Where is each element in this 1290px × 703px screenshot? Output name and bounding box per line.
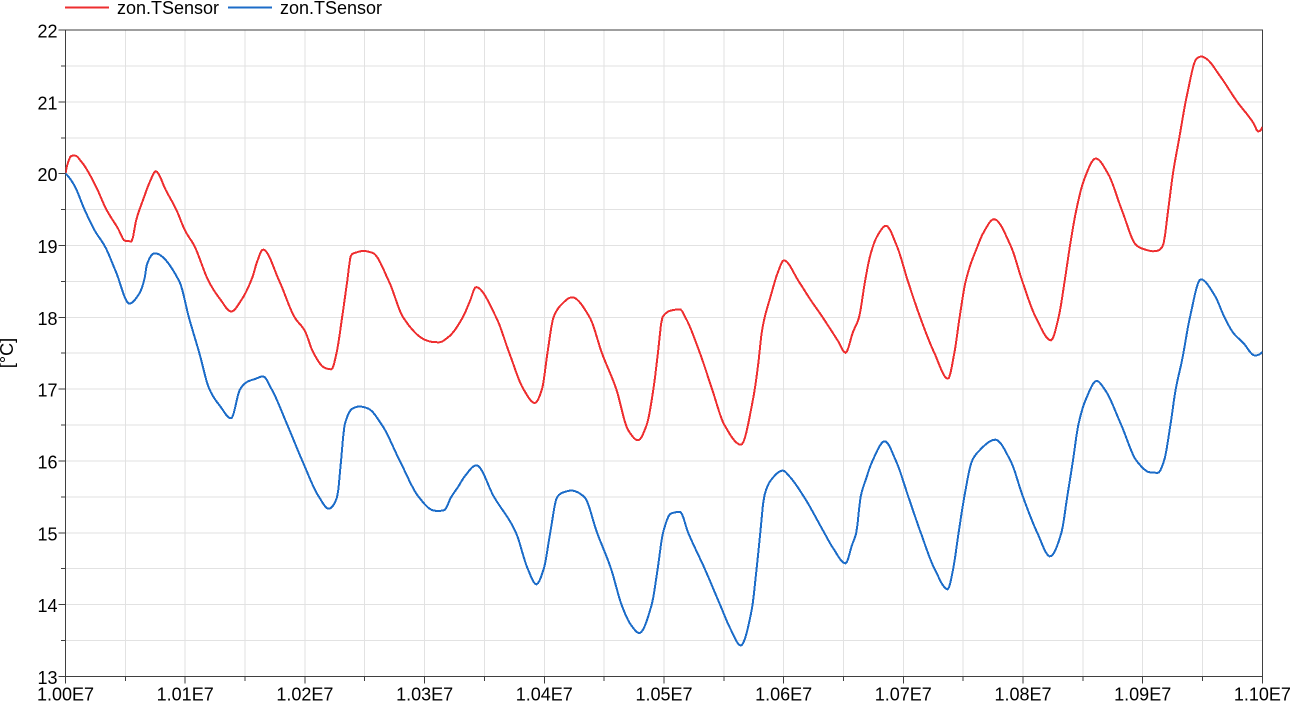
svg-text:zon.TSensor: zon.TSensor bbox=[117, 0, 219, 18]
svg-text:22: 22 bbox=[37, 22, 57, 42]
svg-text:18: 18 bbox=[37, 309, 57, 329]
svg-text:21: 21 bbox=[37, 93, 57, 113]
svg-text:19: 19 bbox=[37, 237, 57, 257]
svg-text:1.01E7: 1.01E7 bbox=[157, 685, 214, 703]
svg-text:1.04E7: 1.04E7 bbox=[516, 685, 573, 703]
svg-text:1.09E7: 1.09E7 bbox=[1114, 685, 1171, 703]
svg-text:1.02E7: 1.02E7 bbox=[276, 685, 333, 703]
svg-text:[°C]: [°C] bbox=[0, 338, 17, 368]
svg-text:1.10E7: 1.10E7 bbox=[1234, 685, 1290, 703]
svg-text:14: 14 bbox=[37, 596, 57, 616]
svg-text:15: 15 bbox=[37, 524, 57, 544]
svg-text:13: 13 bbox=[37, 668, 57, 688]
svg-text:1.06E7: 1.06E7 bbox=[755, 685, 812, 703]
svg-text:1.07E7: 1.07E7 bbox=[875, 685, 932, 703]
svg-text:17: 17 bbox=[37, 381, 57, 401]
svg-text:zon.TSensor: zon.TSensor bbox=[280, 0, 382, 18]
svg-text:1.00E7: 1.00E7 bbox=[37, 685, 94, 703]
svg-text:16: 16 bbox=[37, 453, 57, 473]
svg-text:20: 20 bbox=[37, 165, 57, 185]
svg-text:1.03E7: 1.03E7 bbox=[396, 685, 453, 703]
svg-text:1.05E7: 1.05E7 bbox=[635, 685, 692, 703]
svg-text:1.08E7: 1.08E7 bbox=[994, 685, 1051, 703]
